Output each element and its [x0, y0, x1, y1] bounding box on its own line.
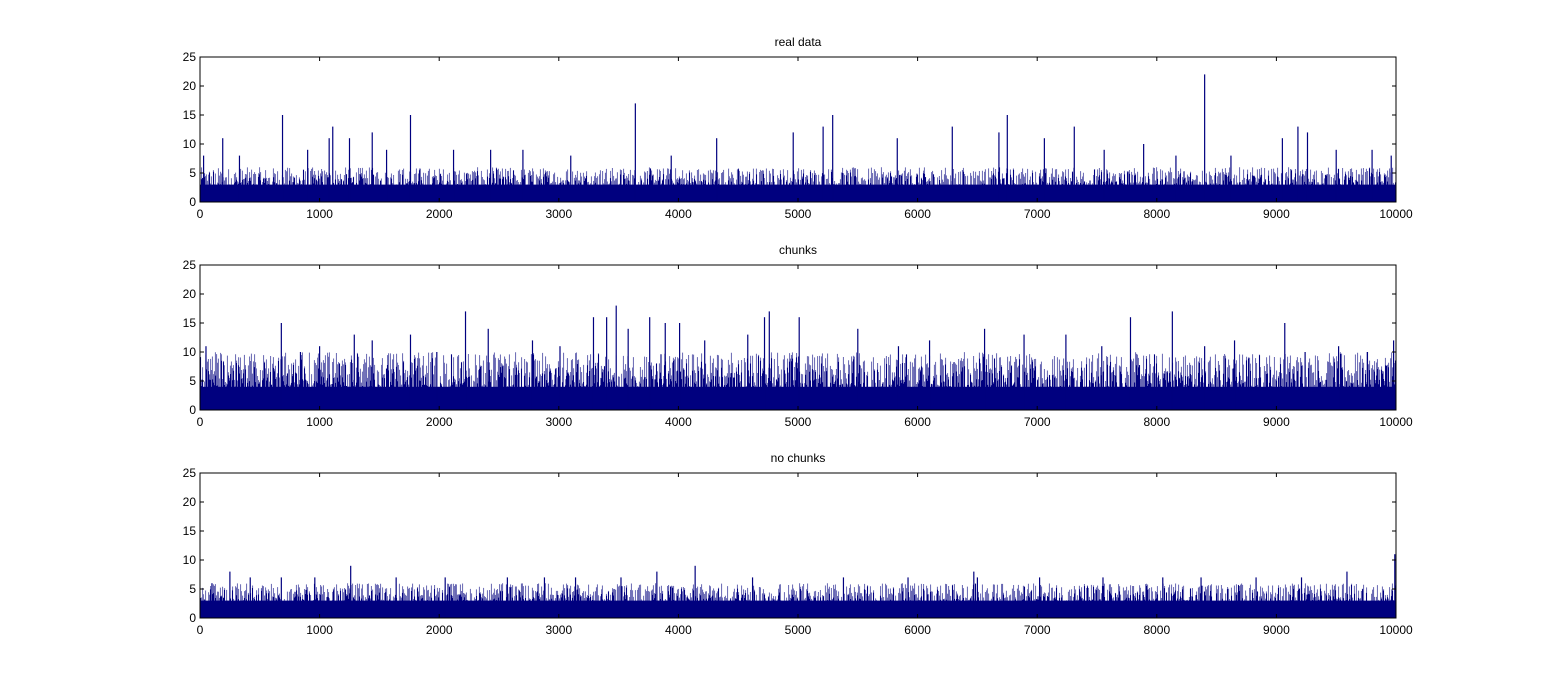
ticks-real-data: 0 1000 2000 3000 4000 5000 6000 7000 8000 9000 100…: [183, 50, 1413, 221]
ticks-chunks: 0 1000 2000 3000 4000 5000 6000 7000 8000 9000 100…: [183, 258, 1413, 429]
peaks-real-data: [202, 74, 1392, 202]
x-tick-label: 0: [197, 415, 204, 429]
x-tick-label: 3000: [545, 207, 572, 221]
y-tick-label: 20: [183, 287, 197, 301]
y-tick-label: 15: [183, 108, 197, 122]
x-tick-label: 8000: [1143, 207, 1170, 221]
y-tick-label: 10: [183, 553, 197, 567]
x-tick-label: 2000: [426, 623, 453, 637]
subplot-real-data: real data 0 1000 2000 3000 4000 5000 6000 7000 8…: [183, 35, 1413, 221]
x-tick-label: 5000: [785, 207, 812, 221]
ticks-no-chunks: 0 1000 2000 3000 4000 5000 6000 7000 8000 9000 100…: [183, 466, 1413, 637]
y-tick-label: 20: [183, 495, 197, 509]
x-tick-label: 1000: [306, 207, 333, 221]
x-tick-label: 10000: [1379, 415, 1413, 429]
x-tick-label: 4000: [665, 207, 692, 221]
x-tick-label: 0: [197, 207, 204, 221]
x-tick-label: 6000: [904, 623, 931, 637]
y-tick-label: 15: [183, 316, 197, 330]
x-tick-label: 3000: [545, 623, 572, 637]
y-tick-label: 0: [189, 403, 196, 417]
x-tick-label: 10000: [1379, 623, 1413, 637]
x-tick-label: 3000: [545, 415, 572, 429]
y-tick-label: 15: [183, 524, 197, 538]
x-tick-label: 8000: [1143, 415, 1170, 429]
x-tick-label: 1000: [306, 415, 333, 429]
x-tick-label: 5000: [785, 623, 812, 637]
x-tick-label: 7000: [1024, 623, 1051, 637]
bars-no-chunks: [199, 583, 1397, 618]
y-tick-label: 5: [189, 166, 196, 180]
x-tick-label: 9000: [1263, 623, 1290, 637]
subplot-title-no-chunks: no chunks: [771, 451, 826, 465]
y-tick-label: 0: [189, 611, 196, 625]
peaks-chunks: [205, 305, 1395, 410]
y-tick-label: 25: [183, 466, 197, 480]
x-tick-label: 2000: [426, 415, 453, 429]
y-tick-label: 5: [189, 374, 196, 388]
x-tick-label: 1000: [306, 623, 333, 637]
x-tick-label: 7000: [1024, 207, 1051, 221]
x-tick-label: 9000: [1263, 207, 1290, 221]
x-tick-label: 6000: [904, 207, 931, 221]
x-tick-label: 2000: [426, 207, 453, 221]
y-tick-label: 25: [183, 50, 197, 64]
subplot-no-chunks: no chunks 0 1000 2000 3000 4000 5000 6000 7000 8…: [183, 451, 1413, 637]
y-tick-label: 5: [189, 582, 196, 596]
x-tick-label: 6000: [904, 415, 931, 429]
x-tick-label: 4000: [665, 623, 692, 637]
x-tick-label: 4000: [665, 415, 692, 429]
subplot-title-chunks: chunks: [779, 243, 817, 257]
x-tick-label: 8000: [1143, 623, 1170, 637]
y-tick-label: 25: [183, 258, 197, 272]
subplot-title-real-data: real data: [775, 35, 822, 49]
y-tick-label: 10: [183, 137, 197, 151]
subplot-chunks: chunks 0 1000 2000 3000 4000 5000 6000 7000 8000…: [183, 243, 1413, 429]
y-tick-label: 10: [183, 345, 197, 359]
x-tick-label: 9000: [1263, 415, 1290, 429]
x-tick-label: 10000: [1379, 207, 1413, 221]
y-tick-label: 0: [189, 195, 196, 209]
y-tick-label: 20: [183, 79, 197, 93]
x-tick-label: 5000: [785, 415, 812, 429]
peaks-no-chunks: [211, 554, 1396, 618]
x-tick-label: 0: [197, 623, 204, 637]
x-tick-label: 7000: [1024, 415, 1051, 429]
bars-chunks: [199, 352, 1397, 410]
